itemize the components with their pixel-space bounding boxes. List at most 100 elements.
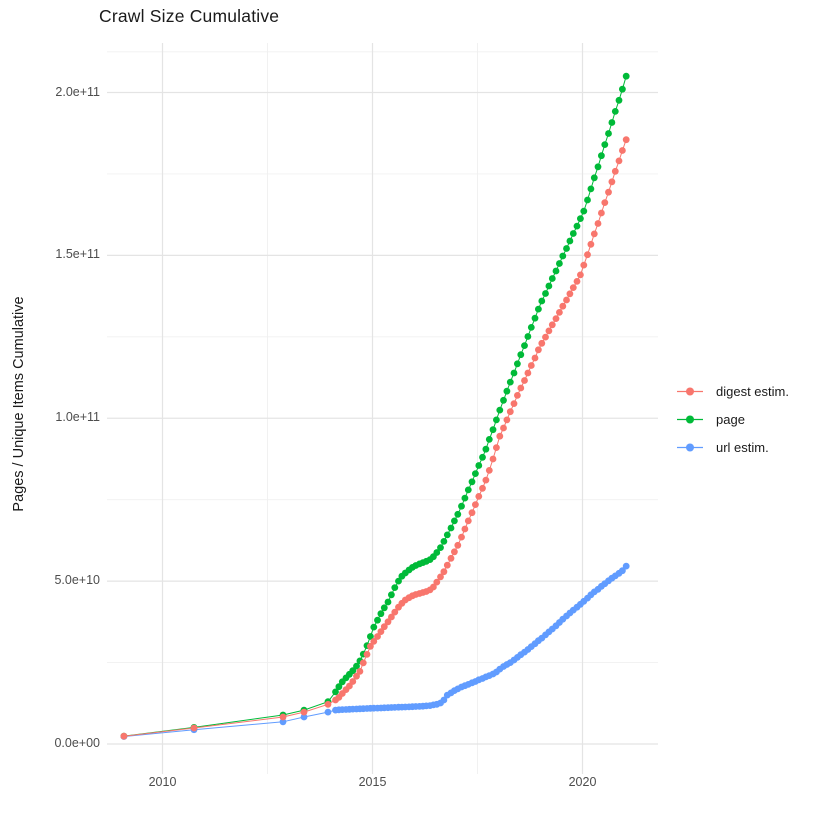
data-point xyxy=(598,209,605,217)
y-tick-label: 1.0e+11 xyxy=(55,410,100,425)
data-point xyxy=(190,724,198,732)
legend-item: page xyxy=(676,412,789,427)
data-point xyxy=(619,147,626,154)
data-point xyxy=(577,215,584,223)
data-point xyxy=(506,408,514,416)
data-point xyxy=(517,384,525,392)
data-point xyxy=(506,378,514,386)
data-point xyxy=(590,230,598,238)
legend: digest estim. page url estim. xyxy=(676,384,789,468)
data-point xyxy=(458,502,465,510)
legend-key-point xyxy=(686,443,694,452)
data-point xyxy=(545,327,553,335)
data-point xyxy=(619,567,626,575)
data-point xyxy=(503,387,511,395)
data-point xyxy=(370,638,378,645)
data-point xyxy=(611,167,619,175)
data-point xyxy=(569,230,577,237)
data-point xyxy=(440,538,448,545)
data-point xyxy=(475,493,483,500)
data-point xyxy=(590,174,598,182)
data-point xyxy=(569,284,577,291)
data-point xyxy=(608,178,616,186)
data-point xyxy=(437,573,444,581)
series-url-estim xyxy=(120,562,630,740)
data-point xyxy=(377,610,385,618)
data-point xyxy=(622,72,630,80)
data-point xyxy=(300,708,308,716)
data-point xyxy=(587,185,595,193)
data-point xyxy=(279,718,287,726)
legend-key-icon xyxy=(677,443,703,452)
data-point xyxy=(548,321,556,329)
data-point xyxy=(468,478,476,486)
data-point xyxy=(566,290,574,298)
data-point xyxy=(324,708,332,716)
data-point xyxy=(374,633,381,640)
legend-key-point xyxy=(686,415,694,424)
data-point xyxy=(615,96,623,104)
data-point xyxy=(527,324,535,331)
data-point xyxy=(573,222,581,230)
data-point xyxy=(388,591,395,599)
data-point xyxy=(542,333,549,341)
data-point xyxy=(598,152,605,160)
data-point xyxy=(349,678,357,685)
y-tick-label: 0.0e+00 xyxy=(54,736,100,750)
y-tick-label: 1.5e+11 xyxy=(55,247,100,262)
data-point xyxy=(440,568,448,576)
data-point xyxy=(580,207,588,215)
data-point xyxy=(384,618,392,626)
data-point xyxy=(391,608,399,616)
data-point xyxy=(367,642,374,650)
data-point xyxy=(391,584,399,591)
data-point xyxy=(608,119,616,126)
data-point xyxy=(535,346,542,354)
data-point xyxy=(622,562,630,570)
data-point xyxy=(531,314,539,322)
data-point xyxy=(514,392,521,399)
data-point xyxy=(524,369,532,377)
data-point xyxy=(384,598,392,606)
data-point xyxy=(447,524,455,532)
legend-label: digest estim. xyxy=(716,384,789,399)
y-tick-label: 2.0e+11 xyxy=(55,84,100,99)
data-point xyxy=(367,633,374,640)
data-point xyxy=(619,85,626,93)
data-point xyxy=(538,297,546,305)
data-point xyxy=(451,517,458,525)
data-point xyxy=(517,351,525,359)
data-point xyxy=(468,509,476,517)
data-point xyxy=(500,396,507,404)
data-point xyxy=(443,531,451,539)
data-point xyxy=(605,188,612,196)
x-tick-label: 2010 xyxy=(148,775,177,789)
data-point xyxy=(440,696,448,704)
data-point xyxy=(594,220,602,227)
legend-label: page xyxy=(716,412,745,427)
data-point xyxy=(545,282,553,290)
data-point xyxy=(482,445,490,453)
data-point xyxy=(611,108,619,115)
data-point xyxy=(556,260,563,267)
data-point xyxy=(437,544,444,551)
data-point xyxy=(552,267,560,275)
legend-item: url estim. xyxy=(676,440,789,455)
data-point xyxy=(622,136,630,144)
data-point xyxy=(120,732,128,740)
data-point xyxy=(552,315,560,322)
data-point xyxy=(461,494,469,502)
data-point xyxy=(433,549,441,556)
legend-label: url estim. xyxy=(716,440,769,455)
data-point xyxy=(454,541,462,549)
data-point xyxy=(472,470,479,477)
x-tick-label: 2020 xyxy=(568,775,597,789)
data-point xyxy=(380,604,388,612)
data-point xyxy=(548,275,556,282)
data-point xyxy=(489,426,497,434)
data-point xyxy=(464,517,472,525)
data-point xyxy=(615,157,623,165)
data-point xyxy=(279,713,287,721)
data-point xyxy=(503,416,511,424)
